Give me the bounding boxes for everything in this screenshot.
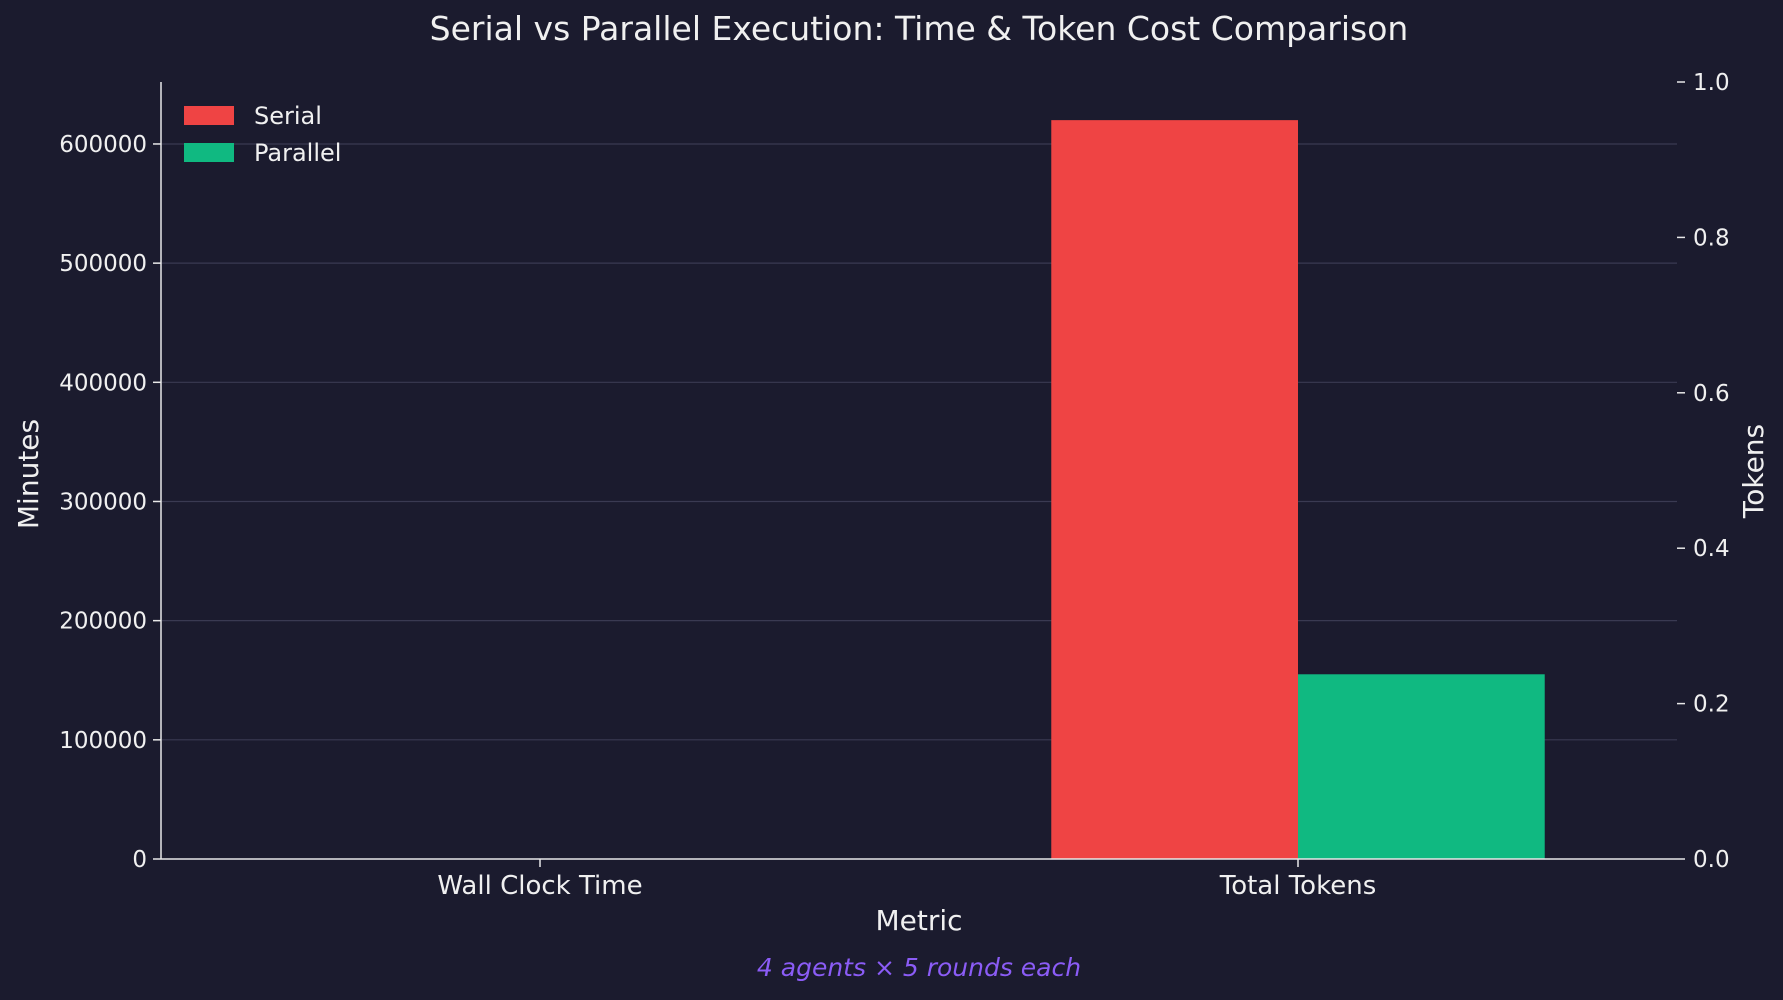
- y-tick-label: 200000: [59, 609, 147, 635]
- bars: [1051, 120, 1545, 860]
- x-tick-label: Total Tokens: [1219, 871, 1377, 901]
- y-tick-label: 100000: [59, 728, 147, 754]
- legend-swatch-parallel: [184, 143, 234, 162]
- y-tick-label: 500000: [59, 251, 147, 277]
- legend-label-parallel: Parallel: [254, 139, 341, 167]
- y-tick-label: 300000: [59, 489, 147, 515]
- y2-tick-label: 0.0: [1693, 847, 1730, 873]
- y2-tick-label: 0.8: [1693, 225, 1730, 251]
- y2-tick-label: 0.4: [1693, 536, 1730, 562]
- chart-subtitle: 4 agents × 5 rounds each: [757, 953, 1081, 982]
- legend-label-serial: Serial: [254, 102, 322, 130]
- y2-tick-label: 0.6: [1693, 381, 1730, 407]
- bar-serial-1: [1051, 120, 1298, 860]
- legend: Serial Parallel: [184, 102, 341, 167]
- axes: [153, 81, 1685, 867]
- y-axis-label: Minutes: [12, 419, 45, 529]
- y-tick-label: 400000: [59, 370, 147, 396]
- x-axis-label: Metric: [875, 904, 962, 937]
- tick-labels: 0 100000 200000 300000 400000 500000 600000 0.0…: [59, 70, 1729, 901]
- bar-parallel-1: [1298, 674, 1545, 859]
- legend-swatch-serial: [184, 106, 234, 125]
- y2-tick-label: 1.0: [1693, 70, 1730, 96]
- x-tick-label: Wall Clock Time: [437, 871, 642, 901]
- y2-tick-label: 0.2: [1693, 692, 1730, 718]
- y2-axis-label: Tokens: [1737, 424, 1770, 519]
- y-tick-label: 0: [132, 847, 147, 873]
- grid-lines: [161, 143, 1677, 741]
- y-tick-label: 600000: [59, 132, 147, 158]
- chart-title: Serial vs Parallel Execution: Time & Tok…: [430, 9, 1409, 48]
